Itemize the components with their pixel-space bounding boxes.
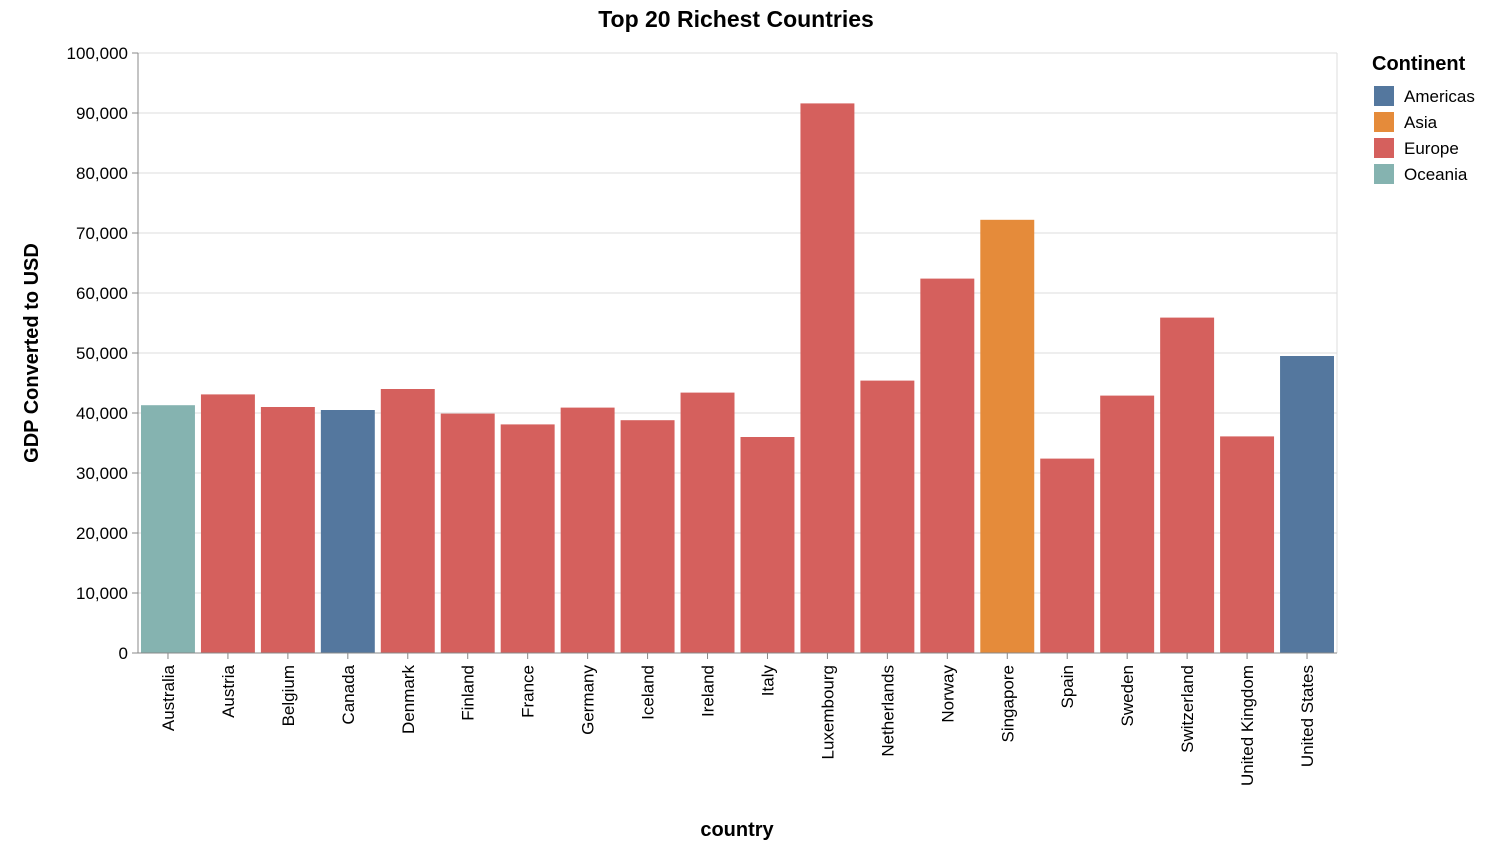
legend-label: Asia [1404, 113, 1438, 132]
y-tick-label: 100,000 [67, 44, 128, 63]
x-tick-label: United States [1298, 665, 1317, 767]
x-tick-label: France [519, 665, 538, 718]
x-tick-label: Sweden [1118, 665, 1137, 726]
y-tick-label: 20,000 [76, 524, 128, 543]
gridlines [138, 52, 1338, 654]
x-tick-label: Finland [459, 665, 478, 721]
bar-united-states[interactable] [1280, 356, 1334, 653]
chart-title: Top 20 Richest Countries [598, 6, 874, 32]
bar-luxembourg[interactable] [800, 103, 855, 653]
y-axis-title: GDP Converted to USD [21, 243, 43, 463]
legend-swatch [1374, 164, 1394, 184]
y-tick-label: 40,000 [76, 404, 128, 423]
bar-finland[interactable] [440, 413, 495, 653]
bar-australia[interactable] [141, 405, 195, 653]
legend: Continent Americas Asia Europe Oceania [1372, 53, 1475, 184]
legend-swatch [1374, 86, 1394, 106]
bar-belgium[interactable] [260, 407, 315, 653]
y-tick-label: 90,000 [76, 104, 128, 123]
legend-title: Continent [1372, 53, 1466, 75]
x-tick-label: Switzerland [1178, 665, 1197, 753]
x-axis: Australia Austria Belgium Canada Denmark Finl… [138, 652, 1337, 786]
x-tick-label: Canada [339, 664, 358, 724]
y-tick-label: 30,000 [76, 464, 128, 483]
bar-germany[interactable] [560, 407, 615, 653]
x-tick-label: Singapore [998, 665, 1017, 743]
bar-singapore[interactable] [980, 219, 1035, 654]
bar-france[interactable] [500, 424, 555, 653]
bar-norway[interactable] [920, 278, 975, 653]
x-tick-label: Iceland [639, 665, 658, 720]
y-tick-label: 10,000 [76, 584, 128, 603]
x-tick-label: Germany [579, 665, 598, 735]
bars [141, 103, 1334, 654]
y-tick-label: 50,000 [76, 344, 128, 363]
y-tick-label: 0 [119, 644, 128, 663]
x-tick-label: Luxembourg [818, 665, 837, 760]
legend-swatch [1374, 112, 1394, 132]
x-tick-label: Belgium [279, 665, 298, 726]
bar-ireland[interactable] [680, 392, 735, 653]
x-tick-label: Denmark [399, 665, 418, 734]
x-axis-title: country [700, 819, 774, 841]
legend-label: Americas [1404, 87, 1475, 106]
bar-iceland[interactable] [620, 420, 675, 653]
bar-canada[interactable] [320, 410, 375, 653]
x-tick-label: Austria [219, 664, 238, 717]
bar-austria[interactable] [200, 394, 255, 653]
legend-label: Europe [1404, 139, 1459, 158]
legend-swatch [1374, 138, 1394, 158]
bar-sweden[interactable] [1100, 395, 1155, 653]
x-tick-label: Spain [1058, 665, 1077, 708]
bar-spain[interactable] [1040, 458, 1095, 653]
bar-united-kingdom[interactable] [1220, 436, 1275, 653]
y-tick-label: 80,000 [76, 164, 128, 183]
bar-denmark[interactable] [380, 389, 435, 653]
y-tick-label: 60,000 [76, 284, 128, 303]
x-tick-label: Italy [758, 665, 777, 697]
x-tick-label: United Kingdom [1238, 665, 1257, 786]
legend-label: Oceania [1404, 165, 1468, 184]
bar-switzerland[interactable] [1160, 317, 1215, 653]
x-tick-label: Australia [159, 664, 178, 731]
bar-italy[interactable] [740, 437, 795, 653]
y-axis: 0 10,000 20,000 30,000 40,000 50,000 60,000 70,… [67, 44, 139, 663]
bar-netherlands[interactable] [860, 380, 915, 653]
x-tick-label: Norway [938, 665, 957, 723]
x-tick-label: Ireland [699, 665, 718, 717]
x-tick-label: Netherlands [878, 665, 897, 757]
y-tick-label: 70,000 [76, 224, 128, 243]
